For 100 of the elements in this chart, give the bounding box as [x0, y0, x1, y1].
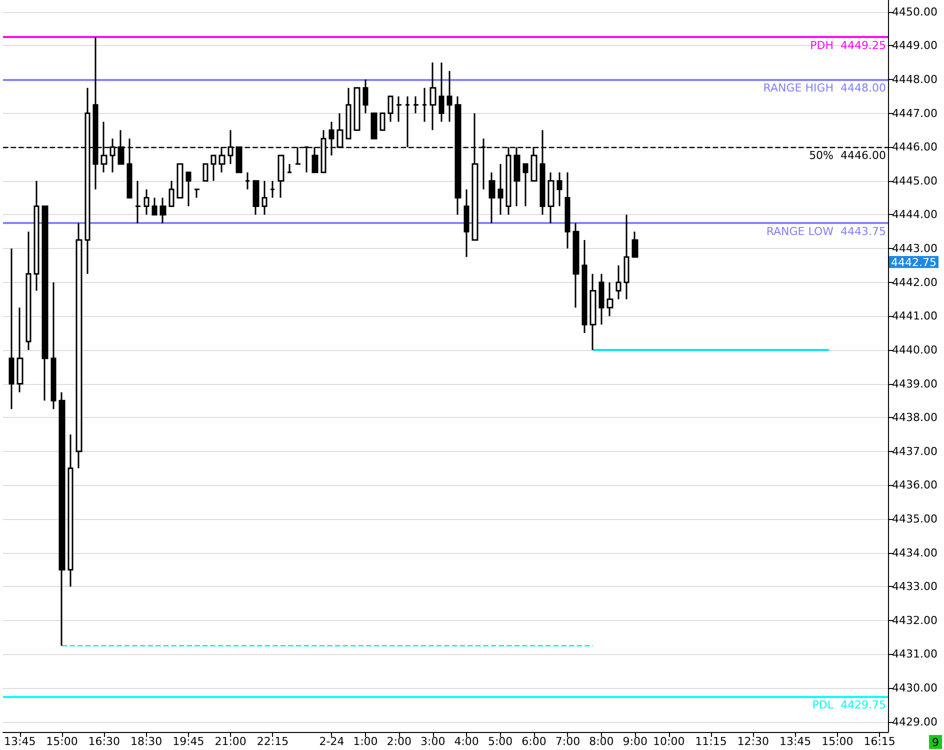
candlestick	[632, 230, 638, 258]
y-tick-label: 4432.00	[892, 614, 938, 627]
y-tick-label: 4437.00	[892, 444, 938, 458]
candlestick	[194, 188, 200, 199]
candlestick	[58, 391, 66, 647]
y-tick-label: 4441.00	[892, 310, 938, 323]
y-tick-label: 4444.00	[892, 208, 938, 222]
y-tick-label: 4442.00	[892, 276, 938, 289]
x-tick-label: 2:00	[386, 735, 412, 748]
y-tick-label: 4445.00	[892, 174, 938, 188]
x-tick-label: 15:00	[46, 735, 78, 748]
candlestick	[270, 180, 276, 199]
y-tick-label: 4430.00	[892, 682, 938, 695]
candlestick	[186, 172, 192, 207]
y-tick-label: 4440.00	[892, 343, 938, 356]
candlestick	[244, 172, 250, 190]
candlestick	[598, 273, 604, 326]
ref-line-label: RANGE LOW 4443.75	[766, 225, 886, 238]
candlestick	[396, 96, 402, 122]
x-tick-label: 2-24	[319, 735, 344, 748]
x-tick-label: 10:00	[653, 735, 685, 748]
y-tick-label: 4434.00	[892, 546, 938, 560]
candlestick	[8, 248, 14, 410]
candlestick	[134, 180, 142, 224]
ref-line-label: PDL 4429.75	[812, 698, 886, 712]
candlestick	[346, 87, 352, 140]
x-tick-label: 22:15	[256, 735, 289, 748]
candlestick	[430, 62, 436, 131]
candlestick	[152, 197, 158, 216]
candlestick	[564, 172, 570, 250]
candlestick	[370, 112, 378, 140]
candlestick	[446, 70, 452, 122]
candlestick	[176, 163, 184, 199]
y-tick-label: 4433.00	[892, 580, 938, 594]
x-tick-label: 13:45	[4, 735, 36, 748]
candlestick	[388, 96, 394, 122]
candlestick	[168, 180, 174, 207]
x-tick-label: 8:00	[589, 735, 614, 748]
y-tick-label: 4449.00	[892, 39, 938, 52]
candlestick	[548, 172, 554, 224]
y-tick-label: 4446.00	[892, 140, 938, 154]
x-tick-label: 16:30	[88, 735, 120, 748]
y-tick-label: 4450.00	[892, 5, 938, 18]
x-tick-label: 9:00	[622, 735, 648, 748]
y-tick-label: 4439.00	[892, 377, 938, 390]
candlestick	[50, 282, 56, 410]
candlestick	[498, 163, 504, 216]
x-tick-label: 12:30	[737, 735, 769, 748]
x-tick-label: 19:45	[172, 735, 204, 748]
text: 4442.75	[891, 256, 936, 269]
candlestick	[464, 188, 470, 258]
candlestick	[606, 282, 614, 317]
candlestick	[572, 222, 580, 308]
candlestick	[262, 180, 268, 216]
candlestick	[590, 273, 596, 351]
candlestick	[144, 188, 150, 216]
y-tick-label: 4443.00	[892, 242, 938, 256]
y-tick-label: 4431.00	[892, 648, 938, 661]
y-tick-label: 4448.00	[892, 72, 938, 86]
ref-line-label: PDH 4449.25	[810, 39, 886, 52]
y-tick-label: 4429.00	[892, 715, 938, 728]
candlestick	[362, 78, 368, 114]
candlestick	[422, 87, 428, 122]
x-tick-label: 13:45	[779, 735, 812, 748]
candlestick	[488, 172, 496, 224]
candlestick	[278, 154, 284, 199]
candlestick	[404, 96, 410, 148]
y-tick-label: 4436.00	[892, 478, 938, 492]
candlestick	[616, 264, 622, 300]
candlestick	[202, 163, 208, 182]
x-tick-label: 5:00	[488, 735, 513, 748]
candlestick	[42, 205, 48, 402]
candlestick	[438, 62, 444, 122]
candlestick	[210, 154, 216, 182]
candlestick	[522, 163, 528, 207]
candlestick	[160, 197, 166, 224]
candlestick	[286, 163, 292, 174]
candlestick	[582, 239, 588, 334]
candlestick	[76, 222, 82, 470]
candlestick	[354, 87, 360, 131]
y-tick-label: 4435.00	[892, 512, 938, 526]
candlestick	[252, 180, 260, 216]
candlestick	[556, 172, 562, 207]
x-tick-label: 16:15	[864, 735, 896, 748]
y-tick-label: 4447.00	[892, 106, 938, 120]
y-tick-label: 4438.00	[892, 411, 938, 424]
ref-line-label: RANGE HIGH 4448.00	[763, 81, 886, 94]
candlestick	[26, 230, 32, 351]
candlestick	[624, 214, 630, 300]
candlestick	[412, 96, 420, 114]
candlestick	[34, 180, 40, 292]
x-tick-label: 15:00	[822, 735, 854, 748]
x-tick-label: 6:00	[522, 735, 546, 748]
candlestick	[380, 112, 386, 131]
text: 9	[932, 736, 939, 749]
x-tick-label: 18:30	[130, 735, 162, 748]
candlestick	[16, 306, 24, 393]
x-tick-label: 7:00	[555, 735, 580, 748]
x-tick-label: 11:15	[695, 735, 727, 748]
x-tick-label: 3:00	[420, 735, 446, 748]
